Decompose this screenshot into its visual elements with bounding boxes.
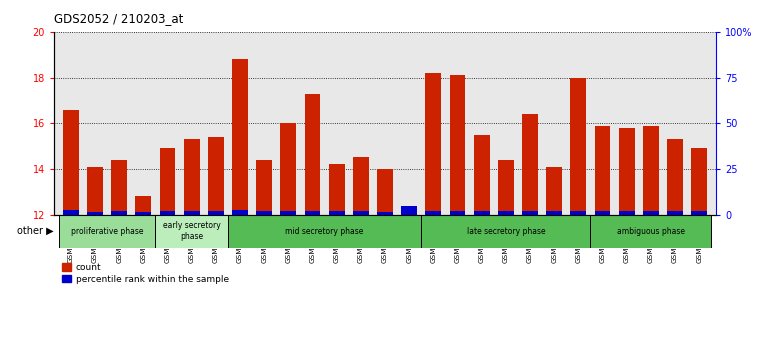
Bar	[112, 160, 127, 215]
Bar	[401, 206, 417, 215]
Bar	[498, 211, 514, 215]
Text: early secretory
phase: early secretory phase	[162, 222, 220, 241]
Bar	[353, 211, 369, 215]
Bar	[667, 139, 683, 215]
Bar	[547, 211, 562, 215]
Bar	[450, 75, 465, 215]
Bar	[159, 211, 176, 215]
Bar	[63, 211, 79, 215]
Bar	[450, 211, 465, 215]
Bar	[591, 215, 711, 248]
Text: other ▶: other ▶	[16, 226, 53, 236]
Bar	[522, 211, 538, 215]
Bar	[228, 215, 421, 248]
Bar	[571, 78, 586, 215]
Bar	[377, 212, 393, 215]
Bar	[136, 196, 151, 215]
Bar	[643, 211, 658, 215]
Bar	[594, 126, 611, 215]
Bar	[305, 211, 320, 215]
Bar	[421, 215, 591, 248]
Bar	[426, 211, 441, 215]
Bar	[256, 160, 272, 215]
Bar	[112, 211, 127, 215]
Text: GDS2052 / 210203_at: GDS2052 / 210203_at	[54, 12, 183, 25]
Bar	[184, 139, 199, 215]
Text: mid secretory phase: mid secretory phase	[286, 227, 363, 236]
Bar	[498, 160, 514, 215]
Bar	[232, 59, 248, 215]
Bar	[329, 164, 344, 215]
Bar	[232, 211, 248, 215]
Bar	[377, 169, 393, 215]
Bar	[691, 211, 707, 215]
Bar	[571, 211, 586, 215]
Bar	[159, 148, 176, 215]
Bar	[353, 158, 369, 215]
Bar	[401, 208, 417, 215]
Bar	[619, 211, 634, 215]
Bar	[594, 211, 611, 215]
Bar	[667, 211, 683, 215]
Bar	[208, 211, 223, 215]
Bar	[280, 211, 296, 215]
Bar	[136, 212, 151, 215]
Bar	[63, 109, 79, 215]
Bar	[474, 211, 490, 215]
Bar	[522, 114, 538, 215]
Bar	[305, 93, 320, 215]
Bar	[184, 211, 199, 215]
Bar	[426, 73, 441, 215]
Bar	[329, 211, 344, 215]
Bar	[256, 211, 272, 215]
Legend: count, percentile rank within the sample: count, percentile rank within the sample	[59, 259, 233, 287]
Bar	[59, 215, 156, 248]
Bar	[280, 123, 296, 215]
Bar	[87, 212, 103, 215]
Bar	[619, 128, 634, 215]
Text: ambiguous phase: ambiguous phase	[617, 227, 685, 236]
Bar	[208, 137, 223, 215]
Bar	[643, 126, 658, 215]
Text: late secretory phase: late secretory phase	[467, 227, 545, 236]
Bar	[474, 135, 490, 215]
Bar	[87, 167, 103, 215]
Bar	[547, 167, 562, 215]
Bar	[691, 148, 707, 215]
Text: proliferative phase: proliferative phase	[71, 227, 143, 236]
Bar	[156, 215, 228, 248]
